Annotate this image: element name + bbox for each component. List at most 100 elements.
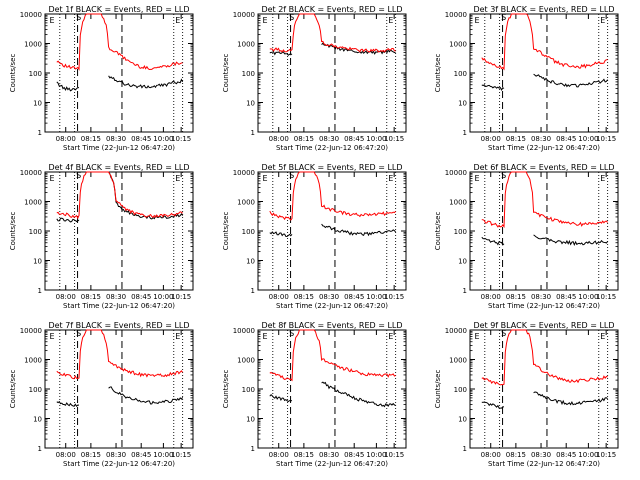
marker-letter-s: S (76, 329, 81, 338)
marker-letter-s: S (501, 13, 506, 22)
x-tick-label: 10:15 (384, 293, 404, 301)
panel-title: Det 2f BLACK = Events, RED = LLD (261, 5, 402, 14)
y-tick-label: 1 (251, 445, 255, 453)
marker-letter-e: E (474, 332, 479, 341)
y-axis-label: Counts/sec (9, 212, 17, 251)
x-tick-label: 08:00 (481, 451, 501, 459)
marker-letter-e: E (388, 332, 393, 341)
y-tick-label: 100 (454, 386, 467, 394)
detector-panel-1: Det 1f BLACK = Events, RED = LLD 1 10 100 10… (9, 5, 194, 152)
x-tick-label: 10:00 (153, 451, 173, 459)
plot-frame (257, 171, 407, 291)
y-axis-label: Counts/sec (222, 212, 230, 251)
x-tick-label: 08:45 (131, 451, 151, 459)
y-axis-label: Counts/sec (222, 54, 230, 93)
marker-letter-e: E (49, 174, 54, 183)
y-tick-label: 1000 (237, 41, 255, 49)
plot-frame (257, 13, 407, 133)
x-tick-label: 10:00 (578, 293, 598, 301)
plot-frame (257, 329, 407, 449)
plot-frame (44, 171, 194, 291)
y-tick-label: 10000 (20, 169, 42, 177)
marker-letter-s: S (289, 329, 294, 338)
lld-trace (56, 13, 183, 71)
marker-letter-e: E (262, 174, 267, 183)
y-axis-label: Counts/sec (222, 370, 230, 409)
y-tick-label: 100 (29, 228, 42, 236)
panel-title: Det 5f BLACK = Events, RED = LLD (261, 163, 402, 172)
x-tick-label: 08:30 (531, 293, 551, 301)
plot-frame (469, 13, 619, 133)
y-tick-label: 10 (458, 100, 467, 108)
x-tick-label: 08:45 (344, 451, 364, 459)
y-tick-label: 10 (33, 258, 42, 266)
y-tick-label: 1000 (24, 199, 42, 207)
x-tick-label: 10:15 (384, 451, 404, 459)
panel-title: Det 9f BLACK = Events, RED = LLD (473, 321, 614, 330)
marker-letter-e: E (474, 174, 479, 183)
y-tick-label: 1000 (24, 357, 42, 365)
y-axis-label: Counts/sec (434, 370, 442, 409)
x-tick-label: 08:45 (556, 135, 576, 143)
y-tick-label: 10 (33, 100, 42, 108)
marker-letter-s: S (76, 171, 81, 180)
plot-frame (469, 171, 619, 291)
y-tick-label: 100 (29, 70, 42, 78)
y-tick-label: 100 (454, 228, 467, 236)
plot-frame (44, 329, 194, 449)
y-tick-label: 100 (242, 228, 255, 236)
x-tick-label: 08:00 (56, 135, 76, 143)
y-tick-label: 10000 (233, 327, 255, 335)
y-axis-label: Counts/sec (9, 370, 17, 409)
y-tick-label: 1000 (449, 41, 467, 49)
detector-panel-9: Det 9f BLACK = Events, RED = LLD 1 10 100 10… (434, 321, 619, 468)
lld-trace (269, 329, 396, 382)
marker-letter-e: E (388, 16, 393, 25)
y-tick-label: 10 (246, 258, 255, 266)
x-tick-label: 08:00 (269, 135, 289, 143)
x-tick-label: 08:15 (294, 293, 314, 301)
x-tick-label: 08:45 (556, 293, 576, 301)
lld-trace (481, 13, 608, 71)
y-tick-label: 100 (29, 386, 42, 394)
marker-letter-e: E (600, 174, 605, 183)
y-tick-label: 1 (251, 287, 255, 295)
x-axis-label: Start Time (22-Jun-12 06:47:20) (276, 460, 388, 468)
panel-title: Det 3f BLACK = Events, RED = LLD (473, 5, 614, 14)
y-tick-label: 100 (454, 70, 467, 78)
lld-trace (56, 329, 183, 380)
x-tick-label: 10:00 (578, 451, 598, 459)
x-tick-label: 10:00 (366, 451, 386, 459)
x-axis-label: Start Time (22-Jun-12 06:47:20) (488, 302, 600, 310)
x-tick-label: 10:00 (153, 293, 173, 301)
x-tick-label: 08:15 (81, 135, 101, 143)
y-tick-label: 10 (33, 416, 42, 424)
panel-title: Det 8f BLACK = Events, RED = LLD (261, 321, 402, 330)
marker-letter-s: S (289, 13, 294, 22)
x-tick-label: 08:30 (106, 451, 126, 459)
x-tick-label: 08:30 (106, 135, 126, 143)
x-tick-label: 08:15 (294, 451, 314, 459)
detector-panel-4: Det 4f BLACK = Events, RED = LLD 1 10 100 10… (9, 163, 194, 310)
x-axis-label: Start Time (22-Jun-12 06:47:20) (63, 460, 175, 468)
events-trace (481, 391, 608, 409)
marker-letter-e: E (600, 332, 605, 341)
x-axis-label: Start Time (22-Jun-12 06:47:20) (488, 460, 600, 468)
marker-letter-e: E (175, 332, 180, 341)
marker-letter-e: E (175, 174, 180, 183)
x-tick-label: 08:45 (131, 135, 151, 143)
x-tick-label: 08:45 (556, 451, 576, 459)
x-tick-label: 10:15 (171, 293, 191, 301)
x-tick-label: 08:00 (481, 293, 501, 301)
events-trace (481, 73, 609, 91)
y-tick-label: 100 (242, 386, 255, 394)
y-tick-label: 10 (458, 416, 467, 424)
lld-trace (481, 171, 608, 229)
y-tick-label: 1 (251, 129, 255, 137)
y-tick-label: 10 (246, 100, 255, 108)
panel-title: Det 4f BLACK = Events, RED = LLD (48, 163, 189, 172)
y-tick-label: 1 (463, 129, 467, 137)
detector-panel-2: Det 2f BLACK = Events, RED = LLD 1 10 100 10… (222, 5, 407, 152)
y-tick-label: 1 (463, 287, 467, 295)
